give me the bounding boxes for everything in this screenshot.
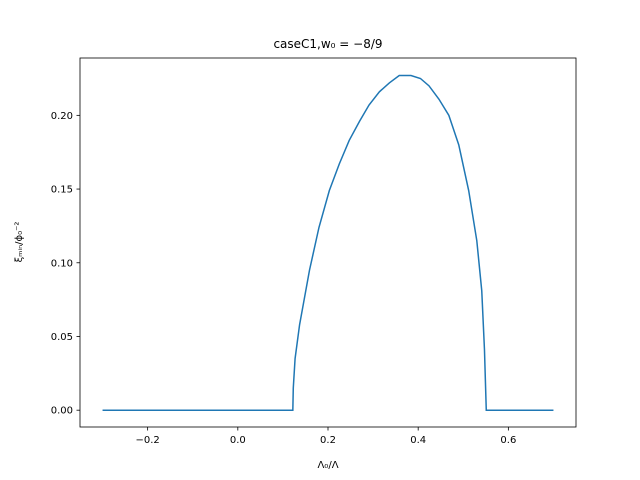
y-tick-label: 0.05 [51, 332, 73, 343]
y-tick-label: 0.00 [51, 406, 73, 417]
y-tick-label: 0.10 [51, 258, 73, 269]
y-tick-label: 0.20 [51, 111, 73, 122]
plot-frame [79, 57, 577, 428]
y-axis-label: ξₘᵢₙ/ϕ₀⁻² [14, 222, 25, 263]
x-tick-label: 0.0 [230, 435, 246, 446]
x-tick-label: 0.2 [320, 435, 336, 446]
x-tick-label: −0.2 [135, 435, 159, 446]
x-tick-label: 0.4 [410, 435, 426, 446]
data-line [102, 74, 554, 411]
chart-title: caseC1,w₀ = −8/9 [273, 37, 382, 51]
x-tick-label: 0.6 [500, 435, 516, 446]
y-tick-label: 0.15 [51, 185, 73, 196]
x-axis-label: Λ₀/Λ [317, 460, 338, 471]
